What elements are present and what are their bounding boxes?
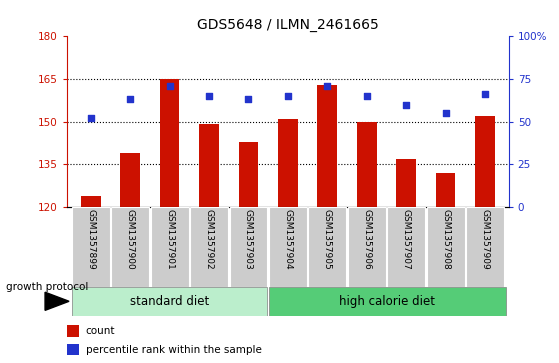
Point	[362, 93, 371, 99]
Point	[283, 93, 292, 99]
Bar	[278, 119, 298, 207]
Bar	[120, 153, 140, 207]
Bar	[269, 287, 505, 316]
Bar	[67, 325, 79, 338]
Bar	[72, 287, 267, 316]
Title: GDS5648 / ILMN_2461665: GDS5648 / ILMN_2461665	[197, 19, 379, 33]
Bar	[160, 79, 179, 207]
Bar	[111, 207, 149, 287]
Bar	[475, 116, 495, 207]
Text: GSM1357899: GSM1357899	[86, 209, 95, 270]
Bar	[436, 173, 456, 207]
Bar	[67, 344, 79, 355]
Point	[126, 97, 135, 102]
Text: GSM1357902: GSM1357902	[205, 209, 214, 270]
Bar	[348, 207, 386, 287]
Bar	[318, 85, 337, 207]
Text: GSM1357907: GSM1357907	[402, 209, 411, 270]
Bar	[230, 207, 267, 287]
Point	[402, 102, 411, 107]
Point	[481, 91, 490, 97]
Text: GSM1357903: GSM1357903	[244, 209, 253, 270]
Text: high calorie diet: high calorie diet	[339, 295, 435, 308]
Text: GSM1357908: GSM1357908	[441, 209, 450, 270]
Point	[323, 83, 332, 89]
Point	[86, 115, 95, 121]
Bar	[396, 159, 416, 207]
Point	[244, 97, 253, 102]
Bar	[151, 207, 188, 287]
Polygon shape	[45, 292, 69, 310]
Bar	[239, 142, 258, 207]
Bar	[466, 207, 504, 287]
Bar	[427, 207, 465, 287]
Point	[205, 93, 214, 99]
Text: GSM1357905: GSM1357905	[323, 209, 332, 270]
Point	[441, 110, 450, 116]
Text: GSM1357904: GSM1357904	[283, 209, 292, 270]
Text: GSM1357901: GSM1357901	[165, 209, 174, 270]
Bar	[190, 207, 228, 287]
Text: percentile rank within the sample: percentile rank within the sample	[86, 345, 262, 355]
Text: GSM1357909: GSM1357909	[481, 209, 490, 270]
Text: growth protocol: growth protocol	[6, 282, 88, 292]
Bar	[81, 196, 101, 207]
Text: count: count	[86, 326, 115, 337]
Text: GSM1357906: GSM1357906	[362, 209, 371, 270]
Bar	[269, 207, 307, 287]
Bar	[357, 122, 377, 207]
Text: GSM1357900: GSM1357900	[126, 209, 135, 270]
Bar	[199, 125, 219, 207]
Bar	[387, 207, 425, 287]
Text: standard diet: standard diet	[130, 295, 209, 308]
Bar	[309, 207, 346, 287]
Point	[165, 83, 174, 89]
Bar	[72, 207, 110, 287]
